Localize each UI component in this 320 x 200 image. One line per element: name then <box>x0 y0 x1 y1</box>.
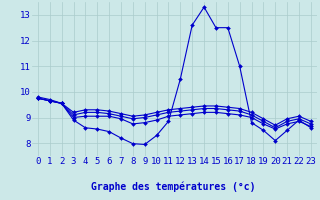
Text: Graphe des températures (°c): Graphe des températures (°c) <box>91 182 255 192</box>
